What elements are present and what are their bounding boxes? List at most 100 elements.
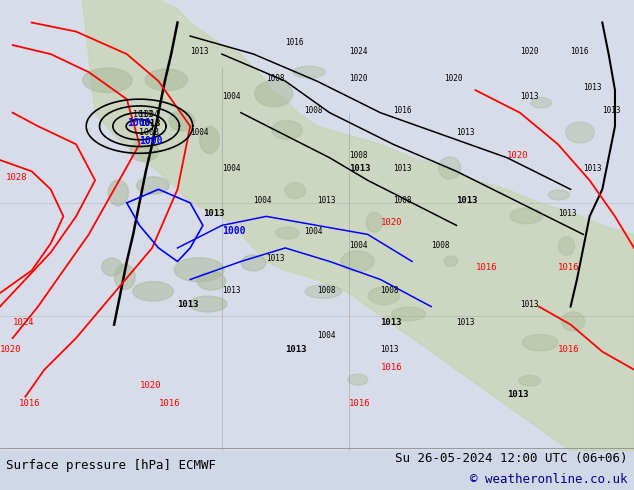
Ellipse shape xyxy=(392,307,425,321)
Ellipse shape xyxy=(189,296,227,312)
Text: 1013: 1013 xyxy=(285,344,307,354)
Text: 1008: 1008 xyxy=(317,286,335,295)
Text: 1004: 1004 xyxy=(349,241,367,250)
Text: 1008: 1008 xyxy=(349,151,367,160)
Ellipse shape xyxy=(510,208,543,224)
Text: 1020: 1020 xyxy=(380,219,402,227)
Ellipse shape xyxy=(439,157,461,179)
Text: 1013: 1013 xyxy=(349,164,370,173)
Text: Su 26-05-2024 12:00 UTC (06+06): Su 26-05-2024 12:00 UTC (06+06) xyxy=(395,452,628,466)
Text: 1013: 1013 xyxy=(456,318,475,326)
Text: 1013: 1013 xyxy=(520,299,538,309)
Text: 1020: 1020 xyxy=(139,381,161,390)
Ellipse shape xyxy=(255,81,293,107)
Ellipse shape xyxy=(101,258,122,276)
Ellipse shape xyxy=(108,180,128,206)
Text: 1008: 1008 xyxy=(266,74,285,83)
Text: 1016: 1016 xyxy=(476,264,497,272)
Text: 1020: 1020 xyxy=(507,151,529,160)
Ellipse shape xyxy=(133,282,173,301)
Text: 1008: 1008 xyxy=(380,286,399,295)
Text: 1004: 1004 xyxy=(304,227,323,236)
Text: 1013: 1013 xyxy=(507,390,529,399)
Text: 1013: 1013 xyxy=(317,196,335,205)
Text: 1004: 1004 xyxy=(254,196,272,205)
Text: 1008: 1008 xyxy=(139,128,160,137)
Ellipse shape xyxy=(114,264,135,290)
Text: 1028: 1028 xyxy=(6,173,28,182)
Text: 1020: 1020 xyxy=(0,344,22,354)
Text: 1013: 1013 xyxy=(393,164,411,173)
Ellipse shape xyxy=(548,190,569,200)
Text: 1016: 1016 xyxy=(380,363,402,371)
Text: 1016: 1016 xyxy=(571,47,589,56)
Ellipse shape xyxy=(200,127,219,153)
Ellipse shape xyxy=(136,177,169,194)
Ellipse shape xyxy=(522,335,558,351)
Text: 1000: 1000 xyxy=(222,226,245,236)
Text: 1013: 1013 xyxy=(583,164,602,173)
Ellipse shape xyxy=(348,374,368,385)
Ellipse shape xyxy=(341,251,374,271)
Text: 1016: 1016 xyxy=(285,38,304,47)
Ellipse shape xyxy=(276,227,299,239)
Text: 1008: 1008 xyxy=(431,241,450,250)
Text: 1013: 1013 xyxy=(456,196,478,205)
Ellipse shape xyxy=(130,141,158,162)
Ellipse shape xyxy=(444,256,458,267)
Text: 1013: 1013 xyxy=(139,119,161,128)
Text: 1004: 1004 xyxy=(139,110,160,119)
Text: 1013: 1013 xyxy=(602,106,621,115)
Ellipse shape xyxy=(174,258,224,282)
Text: 1013: 1013 xyxy=(222,286,240,295)
Text: 1024: 1024 xyxy=(349,47,367,56)
Ellipse shape xyxy=(559,237,574,255)
Text: 1013: 1013 xyxy=(520,92,538,101)
Text: © weatheronline.co.uk: © weatheronline.co.uk xyxy=(470,473,628,486)
Ellipse shape xyxy=(169,111,195,131)
Text: 1008: 1008 xyxy=(393,196,411,205)
Text: 1013: 1013 xyxy=(558,209,576,219)
Text: 1020: 1020 xyxy=(349,74,367,83)
Ellipse shape xyxy=(145,69,188,91)
Text: 1013: 1013 xyxy=(266,254,285,264)
Ellipse shape xyxy=(562,312,585,331)
Text: 1013: 1013 xyxy=(380,344,399,354)
Text: 1000: 1000 xyxy=(127,118,150,128)
Ellipse shape xyxy=(305,285,342,298)
Text: 1000: 1000 xyxy=(139,136,163,146)
Text: 1013: 1013 xyxy=(380,318,402,326)
Text: 1013: 1013 xyxy=(178,299,199,309)
Polygon shape xyxy=(82,0,634,451)
Text: 1020: 1020 xyxy=(444,74,462,83)
Ellipse shape xyxy=(285,183,306,198)
Ellipse shape xyxy=(531,98,552,108)
Text: 1020: 1020 xyxy=(520,47,538,56)
Text: 1008: 1008 xyxy=(304,106,323,115)
Ellipse shape xyxy=(293,66,325,78)
Text: 1013: 1013 xyxy=(133,110,153,119)
Text: 1013: 1013 xyxy=(203,209,224,219)
Ellipse shape xyxy=(368,287,399,305)
Text: 1016: 1016 xyxy=(393,106,411,115)
Text: 1004: 1004 xyxy=(190,128,209,137)
Text: 1013: 1013 xyxy=(456,128,475,137)
Text: 1016: 1016 xyxy=(158,399,180,408)
Ellipse shape xyxy=(241,255,266,271)
Text: Surface pressure [hPa] ECMWF: Surface pressure [hPa] ECMWF xyxy=(6,459,216,471)
Text: 1004: 1004 xyxy=(317,331,335,340)
Text: 1016: 1016 xyxy=(19,399,41,408)
Ellipse shape xyxy=(566,122,595,143)
Text: 1004: 1004 xyxy=(222,164,240,173)
Text: 1013: 1013 xyxy=(190,47,209,56)
Ellipse shape xyxy=(366,212,382,232)
Text: 1016: 1016 xyxy=(558,264,579,272)
Text: 1016: 1016 xyxy=(349,399,370,408)
Ellipse shape xyxy=(197,272,226,290)
Text: 1004: 1004 xyxy=(222,92,240,101)
Ellipse shape xyxy=(519,375,541,386)
Text: 1024: 1024 xyxy=(13,318,34,326)
Text: 1016: 1016 xyxy=(558,344,579,354)
Ellipse shape xyxy=(82,68,133,93)
Ellipse shape xyxy=(272,121,302,140)
